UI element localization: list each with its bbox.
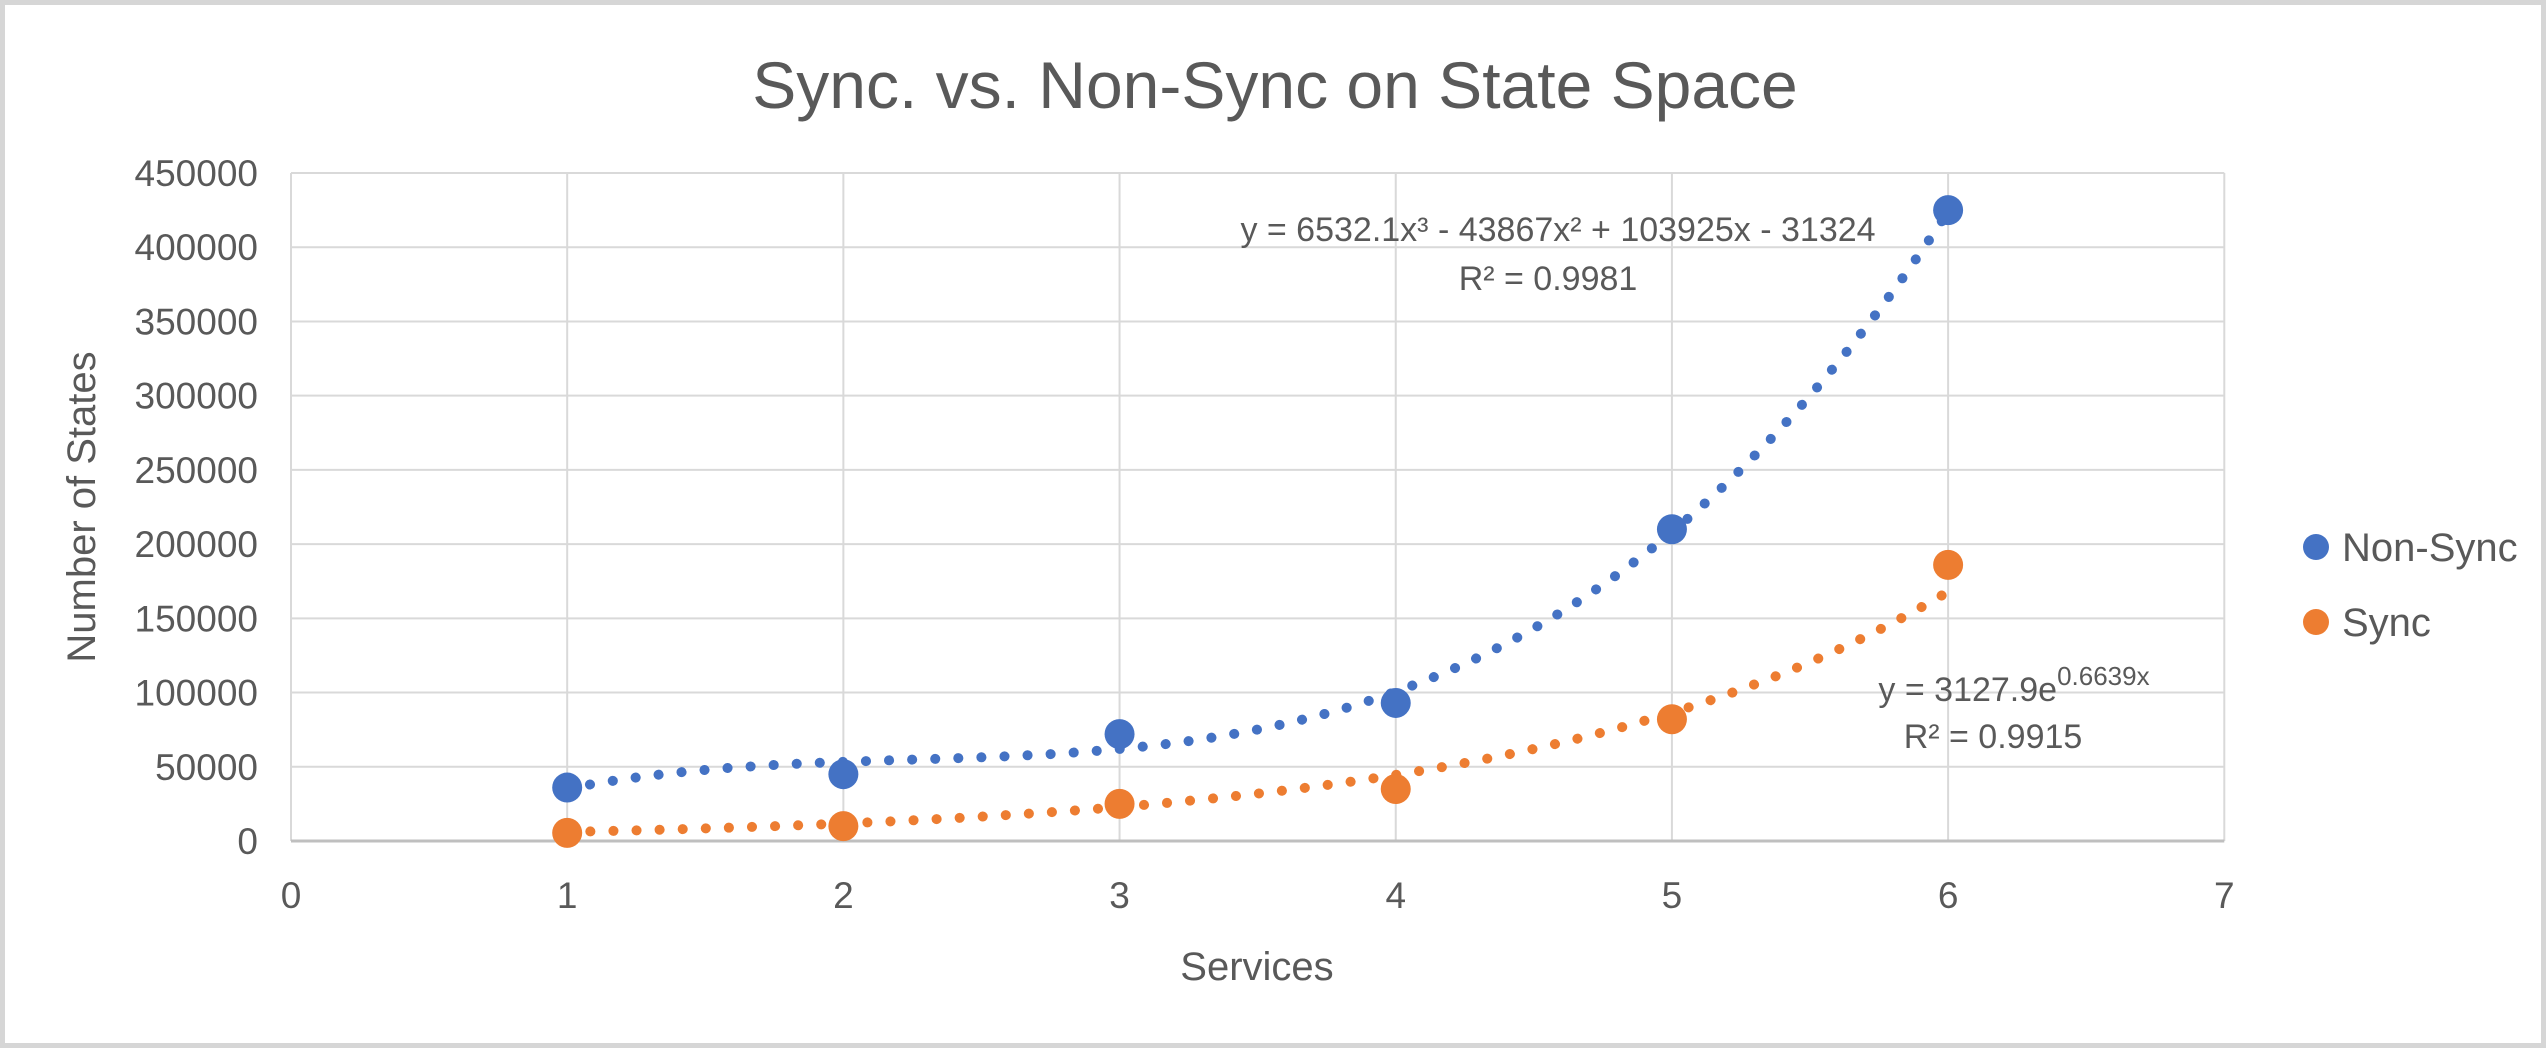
data-point-non-sync-1[interactable] bbox=[552, 772, 583, 803]
trendline-sync[interactable] bbox=[562, 586, 1954, 837]
y-tick-label-150000: 150000 bbox=[135, 598, 258, 639]
legend-circle-icon bbox=[2303, 609, 2329, 635]
trendline-r2-nonsync[interactable]: R² = 0.9981 bbox=[1459, 260, 1638, 298]
trendline-equation-nonsync[interactable]: y = 6532.1x³ - 43867x² + 103925x - 31324 bbox=[1240, 211, 1875, 249]
y-axis-title[interactable]: Number of States bbox=[60, 351, 104, 662]
legend: Non-Sync Sync bbox=[2303, 526, 2518, 645]
y-tick-label-200000: 200000 bbox=[135, 524, 258, 565]
x-tick-label-5: 5 bbox=[1662, 875, 1683, 916]
y-tick-label-50000: 50000 bbox=[155, 747, 258, 788]
legend-item-sync[interactable]: Sync bbox=[2303, 601, 2431, 645]
data-point-non-sync-4[interactable] bbox=[1380, 687, 1411, 718]
x-tick-label-0: 0 bbox=[281, 875, 302, 916]
tick-labels-layer: 0500001000001500002000002500003000003500… bbox=[135, 153, 2235, 916]
legend-label: Non-Sync bbox=[2342, 526, 2518, 570]
sync-equation-base: y = 3127.9e bbox=[1878, 671, 2057, 709]
x-tick-label-4: 4 bbox=[1385, 875, 1406, 916]
series-layer bbox=[552, 195, 1964, 848]
data-point-sync-5[interactable] bbox=[1656, 704, 1687, 735]
legend-label: Sync bbox=[2342, 601, 2431, 645]
legend-item-non-sync[interactable]: Non-Sync bbox=[2303, 526, 2518, 570]
data-point-non-sync-2[interactable] bbox=[828, 759, 859, 790]
data-point-non-sync-3[interactable] bbox=[1104, 719, 1135, 750]
data-point-non-sync-6[interactable] bbox=[1933, 195, 1964, 226]
y-tick-label-300000: 300000 bbox=[135, 376, 258, 417]
x-tick-label-7: 7 bbox=[2214, 875, 2235, 916]
data-point-sync-3[interactable] bbox=[1104, 788, 1135, 819]
y-tick-label-350000: 350000 bbox=[135, 301, 258, 342]
data-point-sync-1[interactable] bbox=[552, 817, 583, 848]
trendline-equation-sync[interactable]: y = 3127.9e0.6639x bbox=[1878, 661, 2149, 709]
y-tick-label-250000: 250000 bbox=[135, 450, 258, 491]
y-tick-label-400000: 400000 bbox=[135, 227, 258, 268]
data-point-sync-2[interactable] bbox=[828, 811, 859, 842]
legend-circle-icon bbox=[2303, 534, 2329, 560]
sync-equation-exponent: 0.6639x bbox=[2057, 661, 2150, 691]
y-tick-label-100000: 100000 bbox=[135, 673, 258, 714]
chart-title[interactable]: Sync. vs. Non-Sync on State Space bbox=[752, 48, 1798, 122]
data-point-non-sync-5[interactable] bbox=[1656, 514, 1687, 545]
x-axis-title[interactable]: Services bbox=[1180, 945, 1333, 989]
trendline-non-sync[interactable] bbox=[562, 206, 1954, 794]
y-tick-label-450000: 450000 bbox=[135, 153, 258, 194]
x-tick-label-2: 2 bbox=[833, 875, 854, 916]
data-point-sync-4[interactable] bbox=[1380, 774, 1411, 805]
data-point-sync-6[interactable] bbox=[1933, 549, 1964, 580]
x-tick-label-3: 3 bbox=[1109, 875, 1130, 916]
x-tick-label-1: 1 bbox=[557, 875, 578, 916]
trendline-r2-sync[interactable]: R² = 0.9915 bbox=[1904, 718, 2083, 756]
x-tick-label-6: 6 bbox=[1938, 875, 1959, 916]
y-tick-label-0: 0 bbox=[237, 821, 258, 862]
